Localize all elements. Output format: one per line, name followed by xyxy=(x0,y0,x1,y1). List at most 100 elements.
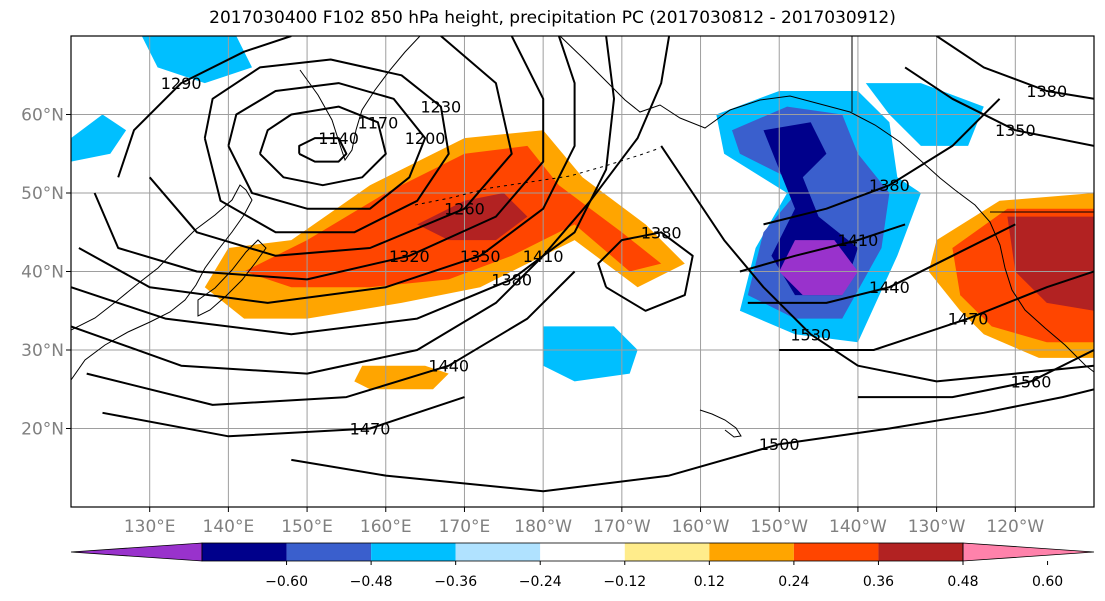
contour-label: 1230 xyxy=(420,98,461,117)
precip-region-14 xyxy=(141,36,252,84)
contour-line xyxy=(148,36,513,257)
contour-line xyxy=(739,223,906,273)
contour-label: 1410 xyxy=(838,231,879,250)
lat-tick-label: 30°N xyxy=(21,341,64,361)
contour-label: 1440 xyxy=(869,278,910,297)
colorbar-min-extension xyxy=(70,542,203,562)
border-canada xyxy=(851,36,1094,213)
lon-tick-label: 160°E xyxy=(360,517,412,537)
contour-label: 1470 xyxy=(350,420,391,439)
colorbar-tick-label: 0.12 xyxy=(694,574,725,590)
lat-tick-label: 40°N xyxy=(21,263,64,283)
colorbar-segment xyxy=(286,543,372,561)
contour-label: 1500 xyxy=(759,435,800,454)
contour-line xyxy=(117,36,292,178)
lon-tick-label: 170°W xyxy=(593,517,651,537)
colorbar-tick-label: 0.36 xyxy=(863,574,894,590)
colorbar: −0.60 −0.48 −0.36 −0.24 −0.12 0.12 0.24 0.36 0.4… xyxy=(70,542,1095,590)
contour-line xyxy=(78,36,576,304)
contour-line xyxy=(779,270,1094,351)
contour-label: 1350 xyxy=(995,121,1036,140)
coastline-aleutians xyxy=(414,147,661,206)
precip-region-2 xyxy=(417,193,528,241)
lon-tick-label: 170°E xyxy=(439,517,491,537)
axis-ticks: 130°E 140°E 150°E 160°E 170°E 180°W 170°W 160°W… xyxy=(21,106,1044,538)
contour-line xyxy=(71,36,671,375)
contour-label: 1290 xyxy=(161,74,202,93)
contour-label: 1140 xyxy=(318,129,359,148)
lon-tick-label: 160°W xyxy=(672,517,730,537)
lon-tick-label: 120°W xyxy=(986,517,1044,537)
contour-line xyxy=(857,349,1094,399)
coastline-hawaii xyxy=(699,409,742,438)
lon-tick-label: 150°W xyxy=(750,517,808,537)
lat-tick-label: 60°N xyxy=(21,106,64,126)
lon-tick-label: 130°W xyxy=(908,517,966,537)
lon-tick-label: 180°W xyxy=(514,517,572,537)
colorbar-max-extension xyxy=(962,542,1095,562)
colorbar-tick-label: 0.48 xyxy=(947,574,978,590)
contour-line xyxy=(93,36,545,281)
colorbar-segment xyxy=(793,543,879,561)
colorbar-frame xyxy=(201,542,964,562)
contour-label: 1380 xyxy=(491,270,532,289)
colorbar-tick-label: −0.36 xyxy=(434,574,477,590)
coastline-alaska xyxy=(559,36,956,191)
colorbar-tick-label: −0.48 xyxy=(350,574,393,590)
contour-label: 1380 xyxy=(869,176,910,195)
colorbar-segment xyxy=(371,543,456,561)
contour-line xyxy=(203,58,450,234)
contour-line xyxy=(102,396,465,438)
contour-label: 1380 xyxy=(641,223,682,242)
colorbar-tick-label: −0.24 xyxy=(519,574,562,590)
colorbar-segment xyxy=(878,543,963,561)
colorbar-tick-label: 0.60 xyxy=(1032,574,1063,590)
contour-label: 1260 xyxy=(444,200,485,219)
contour-line xyxy=(291,388,1094,493)
contour-line xyxy=(227,82,427,210)
contour-label: 1350 xyxy=(460,247,501,266)
lat-tick-label: 20°N xyxy=(21,420,64,440)
precip-region-6 xyxy=(1007,216,1094,311)
contour-line xyxy=(747,223,1016,304)
lon-tick-label: 140°W xyxy=(829,517,887,537)
colorbar-tick-label: −0.12 xyxy=(603,574,646,590)
colorbar-segment xyxy=(455,543,541,561)
lon-tick-label: 150°E xyxy=(281,517,333,537)
contour-line xyxy=(597,231,694,312)
contour-line xyxy=(298,137,348,163)
colorbar-tick-label: 0.24 xyxy=(778,574,809,590)
colorbar-segment xyxy=(202,543,287,561)
contour-line xyxy=(71,36,615,336)
contour-label: 1440 xyxy=(428,357,469,376)
contour-label: 1560 xyxy=(1011,372,1052,391)
contour-line xyxy=(763,98,1001,226)
colorbar-segment xyxy=(540,543,625,561)
colorbar-segment xyxy=(709,543,794,561)
contour-label: 1200 xyxy=(405,129,446,148)
coastline-asia xyxy=(71,184,253,381)
contour-label: 1380 xyxy=(1026,82,1067,101)
lon-tick-label: 140°E xyxy=(203,517,255,537)
contour-label: 1170 xyxy=(358,113,399,132)
contour-label: 1320 xyxy=(389,247,430,266)
coastline-north-america xyxy=(954,189,1094,373)
coastlines xyxy=(71,36,1094,438)
precip-region-13 xyxy=(71,114,127,162)
lon-tick-label: 130°E xyxy=(124,517,176,537)
contour-line xyxy=(904,66,1094,147)
contour-line xyxy=(660,145,1094,383)
colorbar-tick-label: −0.60 xyxy=(265,574,308,590)
coastline-kamchatka xyxy=(299,36,421,162)
contour-line xyxy=(936,36,1094,100)
contour-line xyxy=(86,270,576,406)
map-title: 2017030400 F102 850 hPa height, precipit… xyxy=(209,8,896,28)
contour-line xyxy=(258,105,387,187)
contour-label: 1470 xyxy=(948,310,989,329)
contour-label: 1410 xyxy=(523,247,564,266)
contour-label: 1530 xyxy=(790,325,831,344)
lat-tick-label: 50°N xyxy=(21,184,64,204)
